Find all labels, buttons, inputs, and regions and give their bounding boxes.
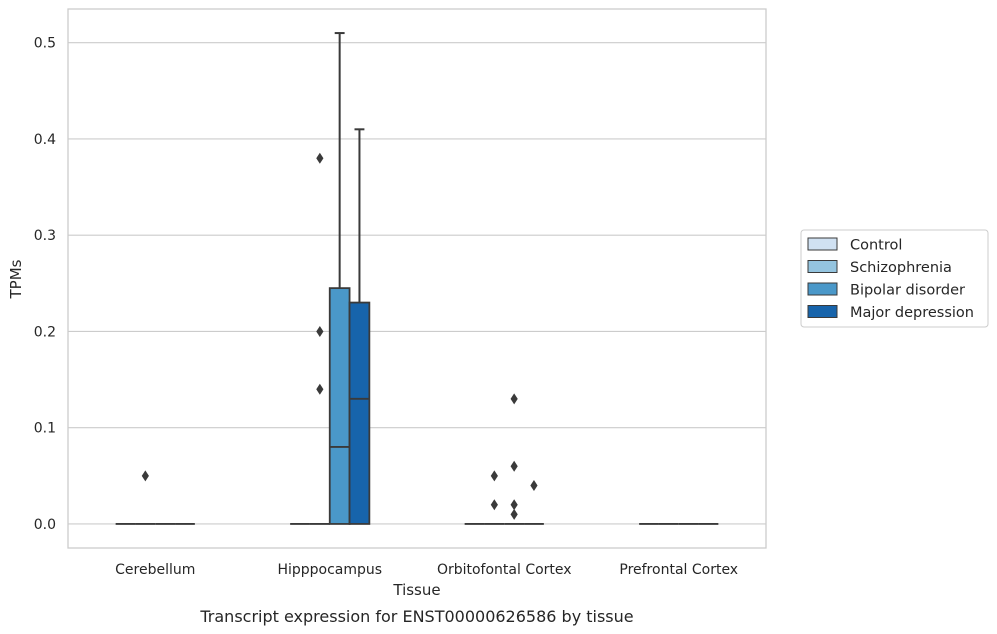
- outlier-point: [510, 499, 518, 511]
- box-1-2: [328, 287, 351, 525]
- y-tick-label: 0.1: [34, 421, 56, 437]
- outlier-point: [316, 383, 324, 395]
- x-tick-label: Cerebellum: [115, 562, 195, 578]
- legend-label: Major depression: [850, 305, 974, 321]
- box-1-3: [348, 301, 371, 525]
- x-tick-label: Orbitofontal Cortex: [437, 562, 572, 578]
- outlier-points: [141, 152, 538, 520]
- outlier-point: [490, 470, 498, 482]
- x-tick-labels: Cerebellum Hipppocampus Orbitofontal Corte…: [115, 562, 738, 578]
- y-tick-label: 0.3: [34, 228, 56, 244]
- legend-label: Control: [850, 238, 902, 254]
- outlier-point: [490, 499, 498, 511]
- outlier-point: [316, 152, 324, 164]
- legend-label: Schizophrenia: [850, 260, 952, 276]
- legend-swatch: [807, 260, 838, 273]
- x-tick-label: Hipppocampus: [277, 562, 382, 578]
- outlier-point: [141, 470, 149, 482]
- y-tick-labels: 0.0 0.1 0.2 0.3 0.4 0.5: [34, 36, 56, 533]
- legend-swatch: [807, 282, 838, 296]
- chart-caption: Transcript expression for ENST0000062658…: [199, 607, 633, 626]
- x-tick-label: Prefrontal Cortex: [619, 562, 738, 578]
- y-axis-title: TPMs: [7, 259, 25, 299]
- y-gridlines: [68, 42, 766, 525]
- outlier-point: [316, 325, 324, 337]
- outlier-point: [510, 460, 518, 472]
- legend: Control Schizophrenia Bipolar disorder Majo…: [800, 229, 989, 328]
- legend-swatch: [807, 305, 838, 318]
- legend-label: Bipolar disorder: [850, 283, 965, 299]
- x-axis-title: Tissue: [392, 581, 440, 599]
- y-tick-label: 0.5: [34, 36, 56, 52]
- legend-swatch: [807, 237, 838, 251]
- outlier-point: [530, 479, 538, 491]
- box-series: [115, 32, 719, 525]
- outlier-point: [510, 393, 518, 405]
- y-tick-label: 0.4: [34, 132, 56, 148]
- y-tick-label: 0.0: [34, 517, 56, 533]
- y-tick-label: 0.2: [34, 324, 56, 340]
- outlier-point: [510, 508, 518, 520]
- plot-area-frame: [67, 8, 767, 549]
- legend-frame: [800, 229, 989, 328]
